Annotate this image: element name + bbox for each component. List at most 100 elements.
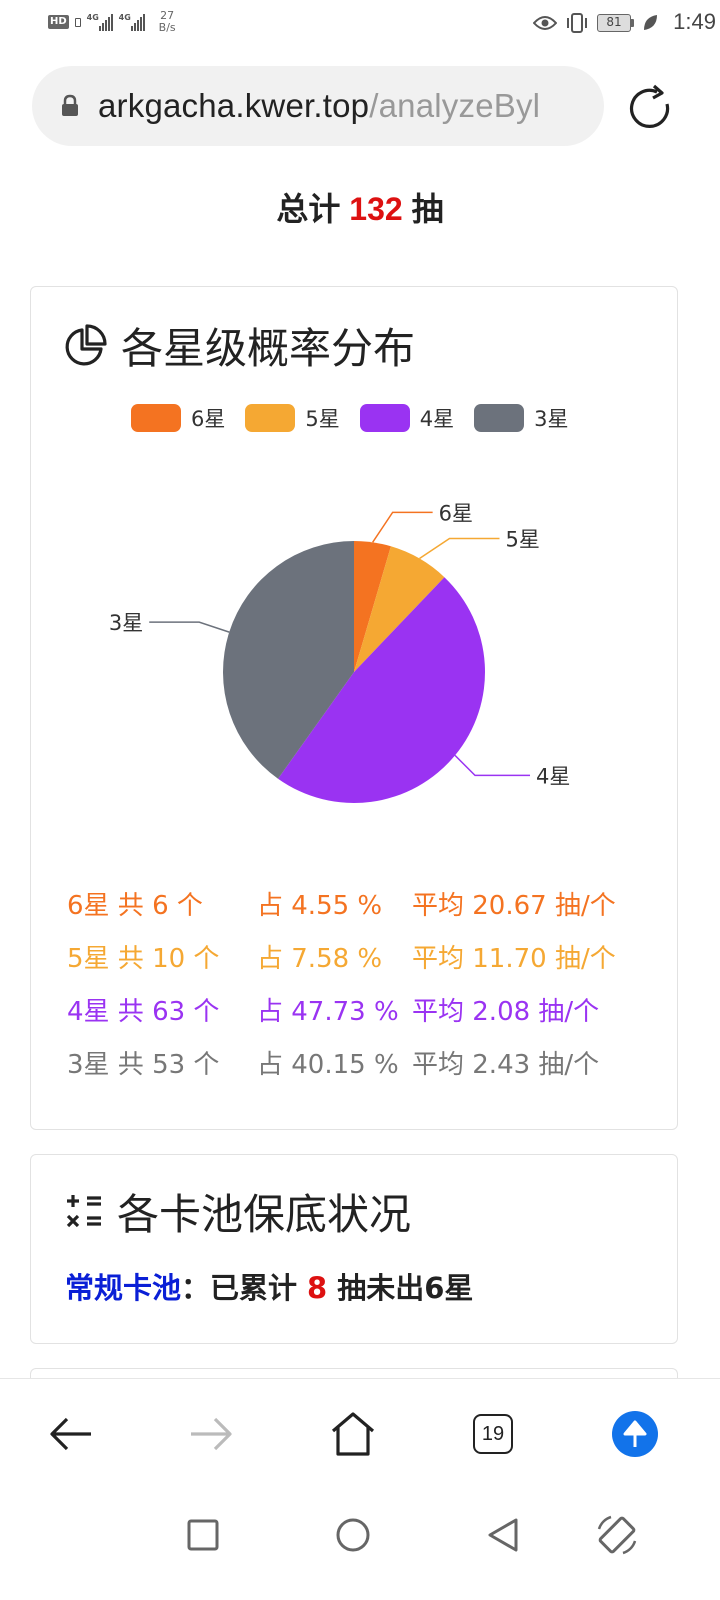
stat-row: 4星 共 63 个 占 47.73 % 平均 2.08 抽/个	[67, 991, 667, 1044]
reload-button[interactable]	[624, 82, 676, 134]
stat-average: 平均 11.70 抽/个	[412, 944, 616, 974]
total-prefix: 总计	[276, 191, 341, 227]
status-right: 81 1:49	[533, 9, 716, 34]
legend-swatch	[245, 404, 296, 432]
pie-leader-line	[372, 511, 433, 543]
pie-leader-line	[419, 537, 500, 560]
arrow-left-icon	[50, 1417, 91, 1451]
status-bar: HD 4G 4G 27 B/s 81 1:49	[0, 0, 720, 50]
back-button[interactable]	[46, 1409, 96, 1459]
legend-label: 3星	[534, 407, 569, 431]
address-bar[interactable]: arkgacha.kwer.top/analyzeByl	[32, 66, 604, 146]
pie-slice-label: 5星	[506, 528, 540, 552]
stat-average: 平均 2.43 抽/个	[412, 1050, 600, 1080]
stat-average: 平均 20.67 抽/个	[412, 891, 616, 921]
recent-apps-button[interactable]	[178, 1510, 228, 1560]
url-path: /analyzeByl	[369, 87, 541, 124]
pie-slice[interactable]	[354, 546, 445, 672]
legend-swatch	[474, 404, 525, 432]
legend-item[interactable]: 4星	[359, 403, 455, 433]
legend-label: 5星	[305, 407, 340, 431]
signal-strength-icon-1: 4G	[87, 13, 113, 31]
network-speed: 27 B/s	[159, 10, 176, 34]
total-count: 132	[349, 191, 403, 227]
pool-pull-count: 8	[307, 1271, 328, 1305]
pie-leader-line	[149, 621, 230, 633]
battery-level: 81	[597, 14, 631, 32]
scroll-to-top-button[interactable]	[610, 1409, 660, 1459]
home-icon	[331, 1412, 375, 1456]
forward-button[interactable]	[186, 1409, 236, 1459]
arrow-right-icon	[191, 1417, 232, 1451]
stat-count: 5星 共 10 个	[67, 944, 220, 974]
chart-legend: 6星 5星 4星 3星	[131, 403, 569, 433]
legend-swatch	[131, 404, 181, 432]
pool-name: 常规卡池	[65, 1271, 182, 1305]
distribution-card: 各星级概率分布 6星 5星 4星 3星 6星 5星 4星 3星 6星 共 6 个 占 …	[30, 286, 678, 1130]
legend-item[interactable]: 6星	[131, 403, 225, 433]
lock-icon[interactable]	[60, 94, 80, 118]
pool-colon: ：	[181, 1271, 211, 1305]
star-stats: 6星 共 6 个 占 4.55 % 平均 20.67 抽/个 5星 共 10 个…	[67, 885, 667, 1097]
rotate-icon	[597, 1515, 637, 1555]
calculator-icon	[66, 1194, 101, 1227]
network-speed-unit: B/s	[158, 21, 176, 34]
rotate-screen-button[interactable]	[592, 1510, 642, 1560]
pity-status-card: 各卡池保底状况 常规卡池：已累计 8 抽未出6星	[30, 1154, 678, 1344]
legend-label: 6星	[191, 407, 226, 431]
status-left: HD 4G 4G 27 B/s	[48, 10, 176, 34]
legend-item[interactable]: 3星	[474, 403, 569, 433]
stat-count: 4星 共 63 个	[67, 997, 220, 1027]
legend-item[interactable]: 5星	[245, 403, 340, 433]
reload-icon	[629, 84, 670, 128]
home-button[interactable]	[328, 1409, 378, 1459]
pie-leader-line	[454, 754, 531, 777]
tab-count: 19	[473, 1414, 513, 1454]
stat-average: 平均 2.08 抽/个	[412, 997, 600, 1027]
pool-suffix: 抽未出6星	[337, 1271, 474, 1305]
pity-card-title: 各卡池保底状况	[63, 1181, 411, 1242]
home-nav-button[interactable]	[328, 1510, 378, 1560]
url-text[interactable]: arkgacha.kwer.top/analyzeByl	[98, 87, 540, 125]
lock-small-icon	[74, 17, 81, 27]
clock: 1:49	[673, 9, 716, 34]
vibrate-icon	[567, 13, 587, 33]
stat-row: 6星 共 6 个 占 4.55 % 平均 20.67 抽/个	[67, 885, 667, 938]
triangle-back-icon	[488, 1518, 518, 1552]
stat-percent: 占 40.15 %	[257, 1050, 399, 1080]
eye-icon	[533, 16, 557, 30]
distribution-card-title: 各星级概率分布	[63, 315, 415, 376]
circle-icon	[336, 1518, 370, 1552]
distribution-title-text: 各星级概率分布	[121, 324, 416, 373]
pie-slice-label: 6星	[439, 501, 473, 525]
tabs-button[interactable]: 19	[468, 1409, 518, 1459]
legend-label: 4星	[419, 407, 455, 431]
pie-chart[interactable]: 6星 5星 4星 3星	[31, 477, 676, 877]
pool-status-line: 常规卡池：已累计 8 抽未出6星	[65, 1265, 473, 1307]
legend-swatch	[359, 404, 410, 432]
pie-chart-icon	[65, 323, 107, 365]
arrow-up-circle-icon	[612, 1411, 658, 1457]
hd-badge: HD	[48, 15, 69, 29]
pie-slice[interactable]	[354, 541, 391, 672]
pity-title-text: 各卡池保底状况	[117, 1190, 412, 1239]
square-icon	[187, 1519, 219, 1551]
battery-icon: 81	[597, 14, 634, 32]
stat-percent: 占 4.55 %	[257, 891, 383, 921]
stat-row: 5星 共 10 个 占 7.58 % 平均 11.70 抽/个	[67, 938, 667, 991]
system-navigation-bar	[0, 1490, 720, 1600]
leaf-icon	[644, 15, 657, 30]
pie-slice[interactable]	[278, 577, 485, 803]
stat-row: 3星 共 53 个 占 40.15 % 平均 2.43 抽/个	[67, 1044, 667, 1097]
pool-prefix: 已累计	[210, 1271, 298, 1305]
stat-count: 6星 共 6 个	[67, 891, 203, 921]
stat-percent: 占 47.73 %	[257, 997, 399, 1027]
total-pulls-title: 总计 132 抽	[0, 184, 720, 230]
pie-slice[interactable]	[223, 541, 354, 779]
signal-strength-icon-2: 4G	[119, 13, 145, 31]
back-nav-button[interactable]	[478, 1510, 528, 1560]
url-domain: arkgacha.kwer.top	[98, 87, 370, 124]
pie-slice-label: 4星	[536, 764, 570, 788]
network-speed-value: 27	[160, 9, 175, 22]
total-suffix: 抽	[411, 191, 444, 227]
